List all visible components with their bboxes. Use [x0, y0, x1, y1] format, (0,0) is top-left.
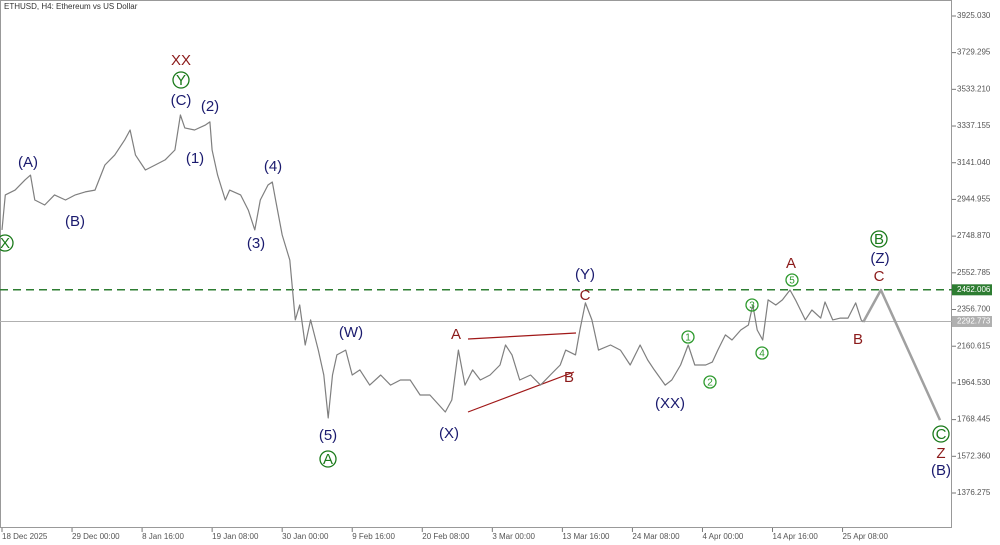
y-tick-label: 2356.700: [957, 305, 991, 314]
wave-circle: [755, 346, 769, 360]
price-tag-label: 2292.773: [957, 317, 991, 326]
wave-label: (XX): [655, 395, 685, 412]
wave-label: (A): [18, 154, 38, 171]
x-tick-label: 18 Dec 2025: [2, 532, 48, 541]
wave-circle: [932, 425, 950, 443]
wave-circle: [745, 298, 759, 312]
wave-label: Z: [936, 445, 945, 462]
wave-label: A: [323, 451, 333, 468]
wave-label: 5: [789, 276, 795, 287]
wave-circle: [785, 273, 799, 287]
wave-circle: [319, 450, 337, 468]
x-tick-label: 13 Mar 16:00: [562, 532, 610, 541]
x-tick-label: 25 Apr 08:00: [843, 532, 889, 541]
y-tick-label: 1768.445: [957, 415, 991, 424]
wave-label: XX: [171, 52, 191, 69]
wave-label: (Z): [870, 250, 889, 267]
y-tick-label: 2160.615: [957, 341, 991, 350]
y-tick-label: 2748.870: [957, 231, 991, 240]
wave-label: B: [564, 369, 574, 386]
y-tick-label: 3337.155: [957, 121, 991, 130]
x-tick-label: 4 Apr 00:00: [702, 532, 743, 541]
wave-label: 3: [749, 301, 755, 312]
y-tick-label: 2944.955: [957, 195, 991, 204]
y-tick-label: 1376.275: [957, 488, 991, 497]
wave-label: C: [874, 268, 885, 285]
wave-label: B: [853, 331, 863, 348]
wave-label: (5): [319, 427, 337, 444]
wave-label: (1): [186, 150, 204, 167]
wave-label: X: [0, 235, 10, 252]
price-tag-label: 2462.006: [957, 285, 991, 294]
wave-label: B: [874, 231, 884, 248]
wave-label: C: [936, 426, 947, 443]
plot-frame: [0, 0, 952, 528]
wave-label: A: [451, 326, 461, 343]
wave-label: (W): [339, 324, 363, 341]
wave-label: 1: [685, 333, 691, 344]
wave-label: 4: [759, 349, 765, 360]
wave-label: (B): [931, 462, 951, 479]
y-tick-label: 3925.030: [957, 11, 991, 20]
y-tick-label: 3141.040: [957, 158, 991, 167]
wave-label: (B): [65, 213, 85, 230]
price-tag: [952, 315, 992, 327]
wave-circle: [703, 375, 717, 389]
y-tick-label: 3729.295: [957, 48, 991, 57]
wave-circle: [870, 230, 888, 248]
wave-label: (Y): [575, 266, 595, 283]
x-tick-label: 14 Apr 16:00: [773, 532, 819, 541]
x-tick-label: 20 Feb 08:00: [422, 532, 470, 541]
price-tag: [952, 284, 992, 296]
trend-line: [467, 332, 577, 340]
x-tick-label: 29 Dec 00:00: [72, 532, 120, 541]
wave-label: (3): [247, 235, 265, 252]
y-tick-label: 3533.210: [957, 84, 991, 93]
wave-circle: [0, 234, 14, 252]
x-tick-label: 30 Jan 00:00: [282, 532, 329, 541]
y-tick-label: 1572.360: [957, 451, 991, 460]
wave-label: Y: [176, 72, 186, 89]
x-tick-label: 9 Feb 16:00: [352, 532, 395, 541]
y-tick-label: 1964.530: [957, 378, 991, 387]
wave-label: 2: [707, 378, 713, 389]
wave-circle: [172, 71, 190, 89]
wave-label: (4): [264, 158, 282, 175]
x-tick-label: 3 Mar 00:00: [492, 532, 535, 541]
x-tick-label: 8 Jan 16:00: [142, 532, 184, 541]
wave-circle: [681, 330, 695, 344]
x-tick-label: 24 Mar 08:00: [632, 532, 680, 541]
y-tick-label: 2552.785: [957, 268, 991, 277]
price-line-series: [862, 288, 942, 421]
wave-label: (X): [439, 425, 459, 442]
wave-label: (C): [171, 92, 192, 109]
wave-label: A: [786, 255, 796, 272]
wave-label: (2): [201, 98, 219, 115]
trend-line: [467, 371, 575, 413]
x-tick-label: 19 Jan 08:00: [212, 532, 259, 541]
price-line-series: [1, 114, 864, 419]
chart-title: ETHUSD, H4: Ethereum vs US Dollar: [4, 2, 138, 11]
wave-label: C: [580, 287, 591, 304]
